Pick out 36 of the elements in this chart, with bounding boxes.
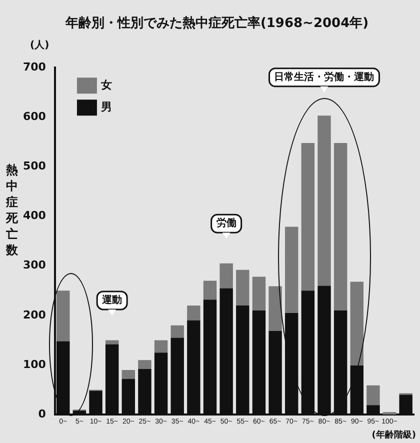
bar xyxy=(268,286,282,331)
bar xyxy=(350,282,364,366)
legend-label: 女 xyxy=(100,78,112,92)
y-tick-label: 400 xyxy=(22,209,46,222)
annotation: 日常生活・労働・運動 xyxy=(274,70,374,83)
bar xyxy=(122,370,136,379)
y-tick-label: 300 xyxy=(22,258,46,272)
legend-label: 男 xyxy=(100,100,112,114)
y-tick-label: 200 xyxy=(22,308,46,322)
bar xyxy=(366,385,380,406)
bar xyxy=(138,360,152,369)
bar xyxy=(187,306,200,320)
bar xyxy=(318,116,331,286)
x-axis-title: (年齢階級) xyxy=(372,429,416,440)
bar xyxy=(56,290,70,342)
text: (人) xyxy=(30,39,50,52)
y-tick-label: 500 xyxy=(22,160,46,173)
bar xyxy=(203,280,217,300)
bar xyxy=(170,325,184,338)
bar xyxy=(301,142,315,291)
chart-title: 年齢別・性別でみた熱中症死亡率(1968~2004年) xyxy=(64,15,369,32)
bar xyxy=(154,340,168,353)
y-tick-label: 0 xyxy=(38,407,46,420)
bar xyxy=(220,263,233,288)
y-tick-label: 100 xyxy=(22,358,46,371)
annotation: 運動 xyxy=(101,294,122,306)
annotation: 労働 xyxy=(216,217,236,230)
bar xyxy=(334,142,348,310)
y-tick-label: 600 xyxy=(22,110,46,124)
bar xyxy=(284,226,298,313)
bar xyxy=(252,276,266,310)
bar xyxy=(236,270,250,306)
y-tick-label: 700 xyxy=(22,60,46,74)
y-axis-title: 熱中症死亡数 xyxy=(5,163,19,258)
bar xyxy=(105,340,119,344)
bar xyxy=(382,412,396,415)
